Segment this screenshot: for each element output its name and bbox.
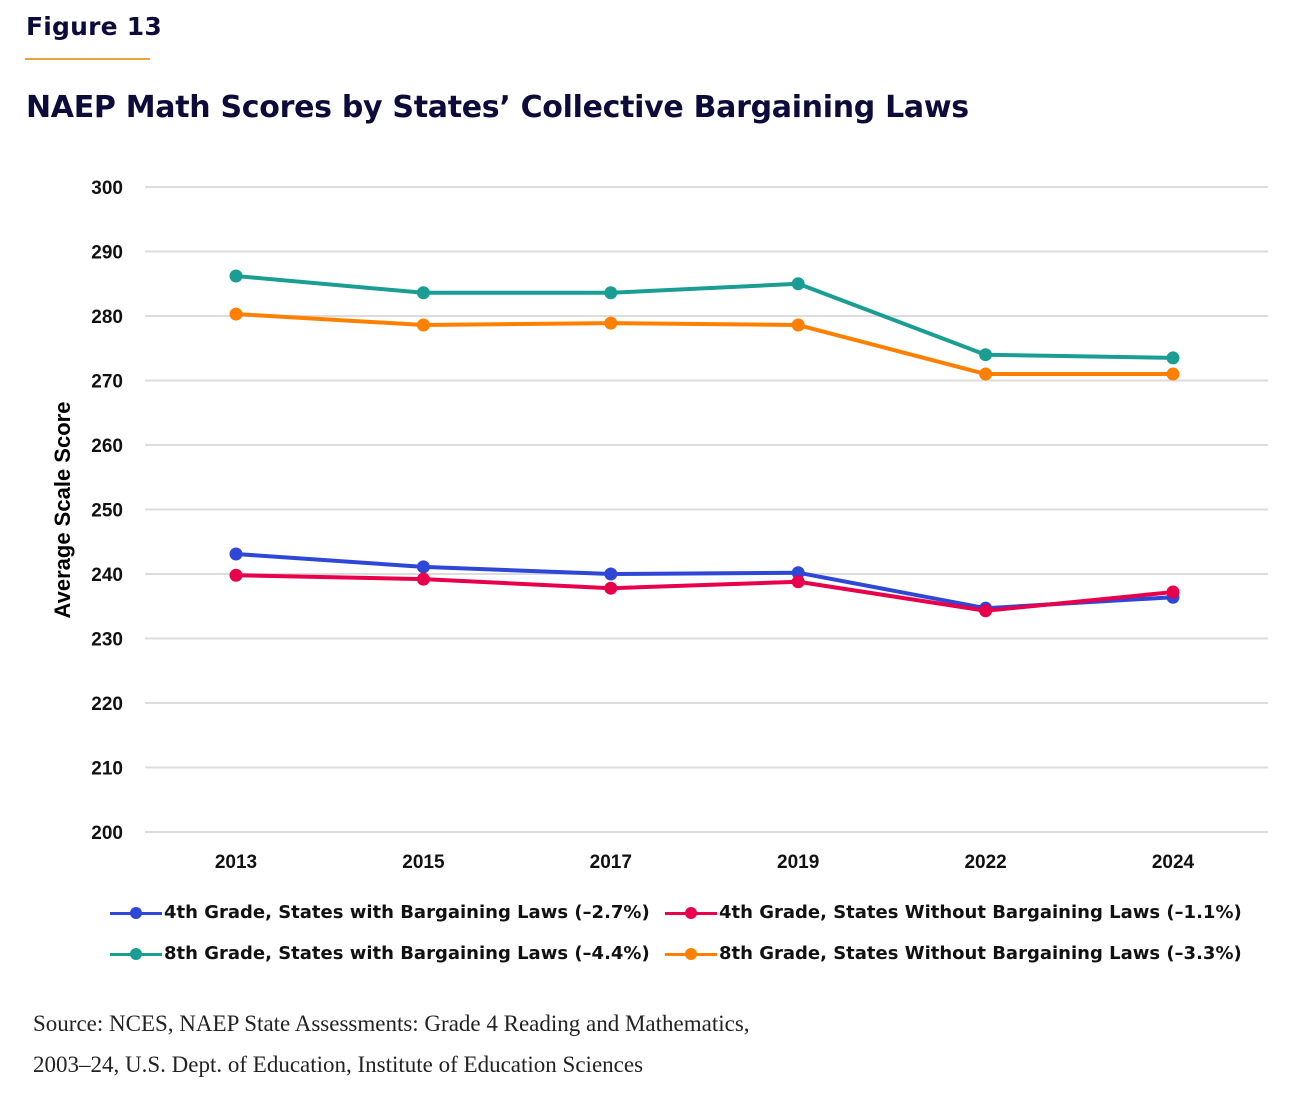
data-point [979,604,993,618]
y-tick-label: 230 [91,630,123,651]
legend-label: 8th Grade, States with Bargaining Laws (… [164,943,650,964]
data-point [416,560,430,574]
data-point [604,286,618,300]
data-point [604,567,618,581]
chart-title: NAEP Math Scores by States’ Collective B… [26,90,969,125]
series-1 [229,568,1180,618]
legend-item-8th-without: 8th Grade, States Without Bargaining Law… [665,943,1242,964]
source-line-2: 2003–24, U.S. Dept. of Education, Instit… [33,1052,644,1077]
figure-label-underline [25,58,150,60]
legend-label: 8th Grade, States Without Bargaining Law… [719,943,1242,964]
legend-item-8th-with: 8th Grade, States with Bargaining Laws (… [110,943,650,964]
series-line [235,573,1174,613]
data-point [791,318,805,332]
data-point [229,547,243,561]
y-tick-label: 210 [91,759,123,780]
series-line [235,274,1174,360]
y-tick-label: 250 [91,501,123,522]
y-tick-label: 260 [91,436,123,457]
y-tick-label: 240 [91,565,123,586]
x-axis-ticks: 2013 2015 2017 2019 2022 2024 [215,852,1195,873]
data-point [979,367,993,381]
y-tick-label: 200 [91,823,123,844]
data-point [1166,367,1180,381]
data-point [229,307,243,321]
data-point [791,575,805,589]
data-point [791,277,805,291]
series-line [235,552,1174,611]
source-line-1: Source: NCES, NAEP State Assessments: Gr… [33,1011,750,1036]
data-point [229,269,243,283]
legend-label: 4th Grade, States with Bargaining Laws (… [164,902,650,923]
legend-swatch [110,905,162,921]
data-point [604,581,618,595]
legend-swatch [665,905,717,921]
y-tick-label: 220 [91,694,123,715]
legend-item-4th-without: 4th Grade, States Without Bargaining Law… [665,902,1242,923]
x-tick-label: 2019 [777,852,819,873]
y-axis-ticks: 200 210 220 230 240 250 260 270 280 290 300 [91,178,123,844]
data-point [229,568,243,582]
series-3 [229,307,1180,381]
legend-label: 4th Grade, States Without Bargaining Law… [719,902,1242,923]
data-point [1166,351,1180,365]
source-note: Source: NCES, NAEP State Assessments: Gr… [33,1003,750,1085]
data-point [416,572,430,586]
y-tick-label: 300 [91,178,123,199]
data-point [979,348,993,362]
x-tick-label: 2015 [402,852,445,873]
figure-label: Figure 13 [26,12,162,41]
legend-swatch [665,946,717,962]
series-line [235,312,1173,377]
x-tick-label: 2024 [1152,852,1195,873]
y-tick-label: 280 [91,307,123,328]
data-point [416,286,430,300]
y-tick-label: 290 [91,243,123,264]
legend-item-4th-with: 4th Grade, States with Bargaining Laws (… [110,902,650,923]
x-tick-label: 2017 [590,852,632,873]
series-2 [229,269,1180,365]
data-point [416,318,430,332]
data-point [604,316,618,330]
gridlines [145,186,1268,833]
series-layer [229,269,1180,618]
x-tick-label: 2013 [215,852,257,873]
y-tick-label: 270 [91,372,123,393]
x-tick-label: 2022 [964,852,1006,873]
data-point [1166,585,1180,599]
y-axis-label: Average Scale Score [50,402,75,619]
legend-swatch [110,946,162,962]
data-point [791,566,805,580]
